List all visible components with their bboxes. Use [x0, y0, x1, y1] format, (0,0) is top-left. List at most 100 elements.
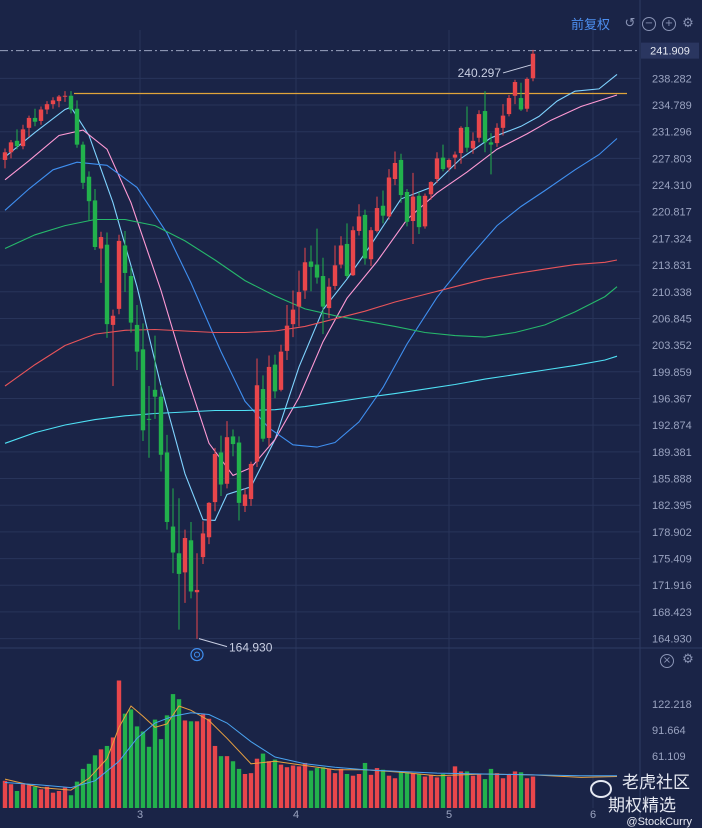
- candle-body: [314, 264, 320, 278]
- price-adjustment-selector[interactable]: 前复权: [570, 17, 610, 32]
- candle-body: [452, 154, 458, 158]
- settings-icon[interactable]: ⚙: [682, 15, 694, 31]
- y-tick-label: 164.930: [652, 634, 692, 646]
- volume-bar-up: [422, 776, 428, 808]
- volume-bar-down: [164, 715, 170, 808]
- candle-down: [464, 106, 470, 153]
- undo-icon[interactable]: ↺: [624, 15, 636, 31]
- volume-bar-up: [242, 774, 248, 808]
- candle-down: [68, 91, 74, 114]
- watermark: 老虎社区 期权精选 @StockCurry: [586, 768, 696, 828]
- candle-body: [68, 95, 74, 110]
- volume-bar-up: [326, 768, 332, 808]
- volume-bar-down: [176, 699, 182, 808]
- volume-bar-up: [200, 714, 206, 808]
- candle-up: [350, 226, 356, 277]
- candle-down: [488, 133, 494, 175]
- volume-bar-up: [116, 680, 122, 808]
- volume-bar-down: [314, 768, 320, 808]
- ma30-line: [4, 218, 618, 338]
- ma60-line: [4, 259, 618, 387]
- volume-bar-up: [254, 758, 260, 808]
- y-tick-label: 182.395: [652, 500, 692, 512]
- candle-body: [362, 214, 368, 259]
- candle-body: [482, 111, 488, 143]
- candle-down: [146, 386, 152, 458]
- volume-bar-down: [86, 763, 92, 808]
- zoom-out-icon[interactable]: −: [642, 16, 656, 31]
- volume-bar-down: [104, 745, 110, 808]
- candle-down: [104, 232, 110, 338]
- candle-up: [458, 126, 464, 164]
- y-tick-label: 206.845: [652, 313, 692, 325]
- candle-up: [338, 236, 344, 269]
- volume-bar-up: [386, 775, 392, 808]
- candle-body: [458, 127, 464, 154]
- volume-bar-down: [92, 755, 98, 808]
- candle-down: [128, 266, 134, 333]
- candle-down: [320, 257, 326, 335]
- y-tick-label: 192.874: [652, 420, 692, 432]
- volume-tick-label: 122.218: [652, 699, 692, 711]
- volume-bar-up: [248, 773, 254, 808]
- candle-down: [92, 188, 98, 251]
- candle-body: [260, 389, 266, 439]
- low-price-label: 164.930: [229, 641, 273, 655]
- candle-up: [26, 115, 32, 138]
- candle-down: [440, 144, 446, 172]
- candle-body: [32, 117, 38, 122]
- volume-bar-down: [68, 795, 74, 808]
- ma120-line: [4, 355, 618, 444]
- candle-down: [236, 436, 242, 521]
- candle-body: [356, 216, 362, 231]
- candle-body: [128, 276, 134, 323]
- volume-ma5-line: [4, 705, 618, 791]
- volume-bar-up: [476, 774, 482, 808]
- candle-body: [350, 230, 356, 276]
- candle-body: [434, 158, 440, 180]
- candle-body: [116, 240, 122, 309]
- volume-bar-up: [182, 720, 188, 808]
- candle-body: [386, 177, 392, 217]
- candle-up: [434, 152, 440, 183]
- high-price-label: 240.297: [458, 66, 502, 80]
- candle-body: [326, 286, 332, 309]
- y-tick-label: 234.789: [652, 100, 692, 112]
- candle-body: [338, 245, 344, 265]
- candle-up: [392, 151, 398, 186]
- candle-body: [476, 114, 482, 138]
- candle-body: [524, 78, 530, 109]
- candle-body: [146, 418, 152, 420]
- volume-bar-down: [170, 694, 176, 808]
- volume-bar-up: [50, 792, 56, 808]
- volume-settings-icon[interactable]: ⚙: [682, 652, 694, 667]
- close-icon[interactable]: ×: [660, 654, 674, 668]
- y-tick-label: 213.831: [652, 260, 692, 272]
- volume-bar-down: [158, 739, 164, 808]
- candle-up: [476, 110, 482, 143]
- volume-bar-up: [302, 762, 308, 808]
- watermark-line1: 老虎社区: [622, 773, 690, 793]
- volume-bar-up: [446, 776, 452, 808]
- candle-body: [44, 104, 50, 110]
- candle-down: [32, 108, 38, 127]
- volume-bar-down: [230, 761, 236, 808]
- x-tick-label: 5: [446, 809, 452, 820]
- candle-up: [512, 79, 518, 105]
- volume-bar-up: [206, 718, 212, 808]
- candle-body: [62, 95, 68, 97]
- volume-bar-up: [452, 766, 458, 808]
- candle-up: [494, 123, 500, 147]
- volume-bar-down: [320, 767, 326, 808]
- zoom-in-icon[interactable]: +: [662, 16, 676, 31]
- volume-bar-down: [122, 713, 128, 808]
- candle-body: [410, 196, 416, 222]
- y-tick-label: 175.409: [652, 554, 692, 566]
- watermark-handle: @StockCurry: [626, 816, 692, 828]
- candle-body: [26, 117, 32, 128]
- volume-bar-down: [14, 791, 20, 808]
- candle-down: [218, 435, 224, 496]
- candle-body: [134, 324, 140, 352]
